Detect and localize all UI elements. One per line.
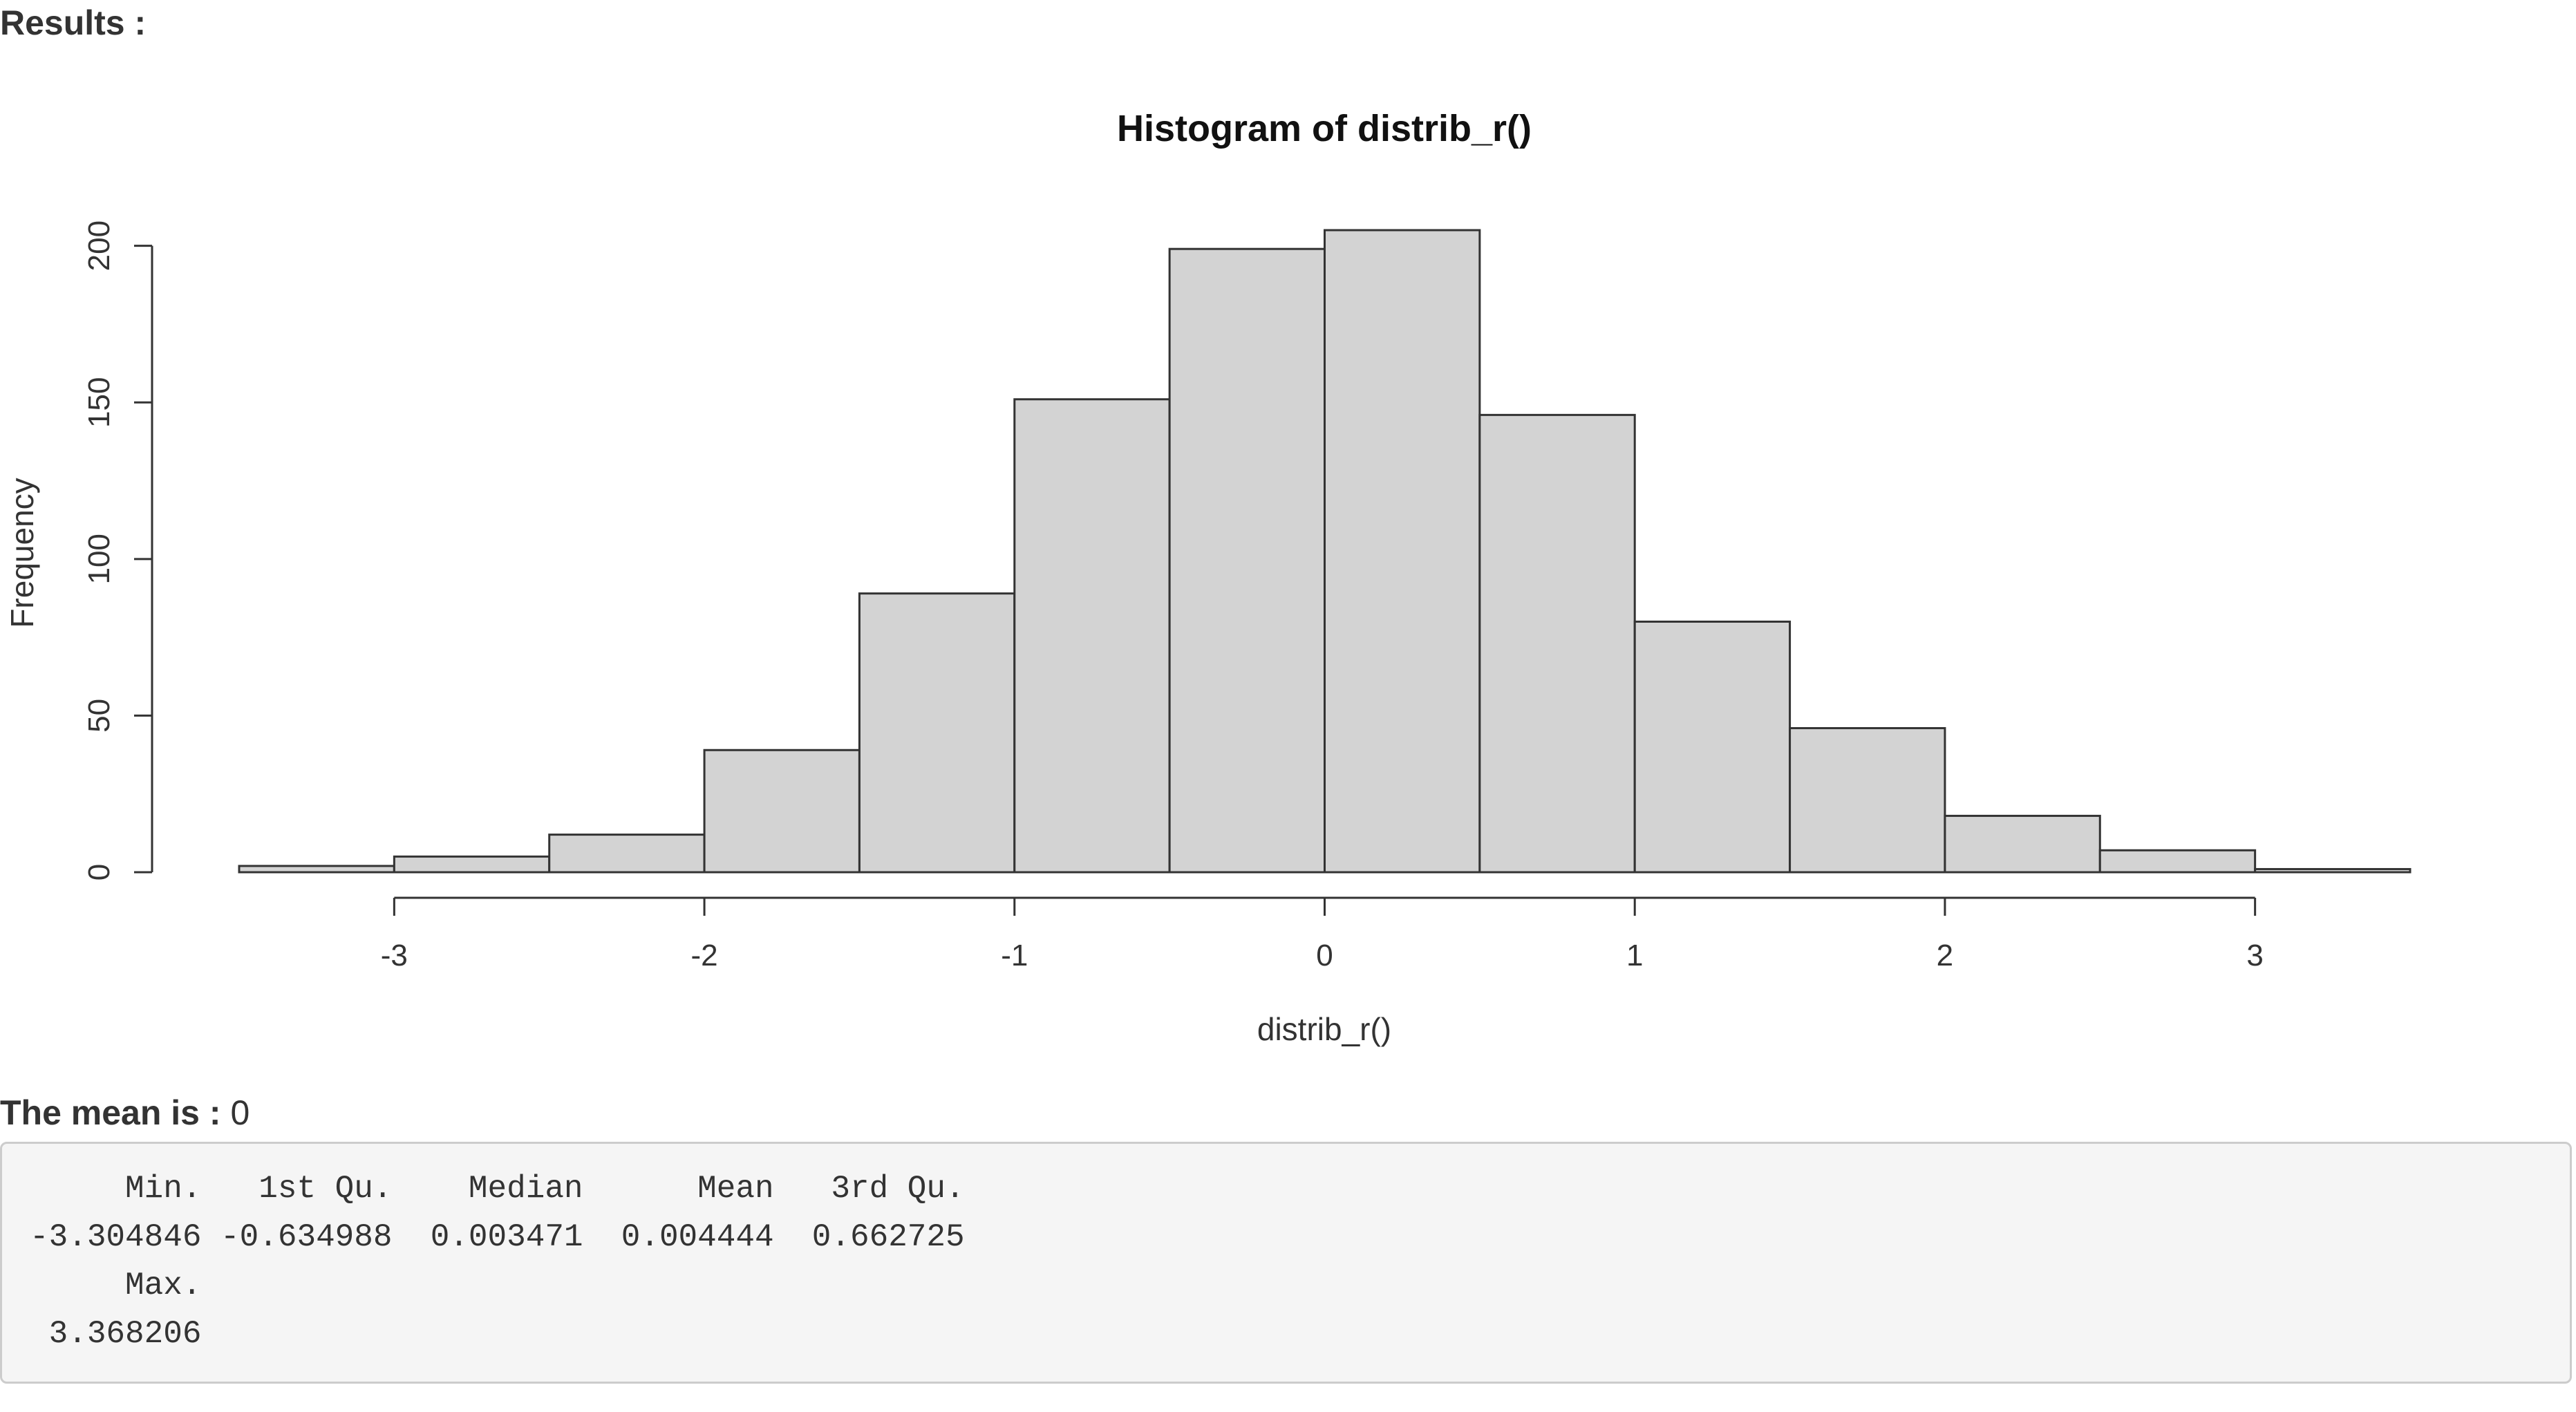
x-tick-label: 1 [1626,939,1643,972]
histogram-bar [1478,413,1636,874]
summary-line: Max. [30,1268,221,1303]
summary-line: -3.304846 -0.634988 0.003471 0.004444 0.… [30,1219,984,1255]
mean-label: The mean is : [0,1093,221,1132]
histogram-bar [1944,814,2101,874]
histogram-bar [1013,398,1171,874]
chart-title: Histogram of distrib_r() [1117,108,1532,149]
results-label: Results : [0,3,147,42]
y-tick-label: 0 [82,864,116,881]
histogram-bar [238,865,395,874]
x-tick-label: 0 [1316,939,1333,972]
y-axis: 0 50 100 150 200 [82,220,153,881]
histogram-bar [2098,849,2257,874]
bars-group [238,229,2412,874]
y-tick-label: 50 [82,699,116,733]
y-tick-label: 150 [82,377,116,428]
histogram-bar [2254,867,2412,874]
histogram-chart: Histogram of distrib_r() 0 50 100 150 200 -3… [4,108,2412,1047]
x-tick-label: -3 [381,939,408,972]
x-tick-label: -2 [691,939,718,972]
x-axis: -3 -2 -1 0 1 2 3 [381,896,2264,972]
mean-line: The mean is : 0 [0,1095,250,1130]
summary-output: Min. 1st Qu. Median Mean 3rd Qu. -3.3048… [0,1142,2572,1384]
histogram-bar [1324,229,1481,874]
x-tick-label: -1 [1001,939,1028,972]
mean-value: 0 [230,1093,250,1132]
x-tick-label: 3 [2246,939,2263,972]
y-axis-label: Frequency [4,478,40,628]
x-tick-label: 2 [1937,939,1953,972]
summary-line: 3.368206 [30,1316,221,1352]
x-axis-label: distrib_r() [1257,1011,1391,1047]
y-tick-label: 100 [82,534,116,584]
histogram-bar [393,855,551,874]
summary-line: Min. 1st Qu. Median Mean 3rd Qu. [30,1171,984,1207]
histogram-bar [1789,727,1946,874]
histogram-bar [1168,247,1326,874]
histogram-bar [548,834,706,874]
histogram-bar [1633,620,1792,874]
histogram-bar [858,592,1016,874]
histogram-bar [703,749,861,874]
y-tick-label: 200 [82,220,116,271]
